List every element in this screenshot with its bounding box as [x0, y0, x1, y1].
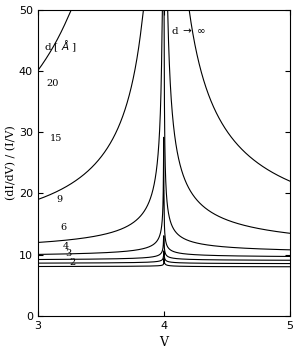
Text: 9: 9: [57, 195, 63, 204]
Text: 20: 20: [46, 78, 59, 88]
Y-axis label: (dI/dV) / (I/V): (dI/dV) / (I/V): [6, 125, 16, 200]
X-axis label: V: V: [159, 337, 168, 349]
Text: d $\rightarrow$ $\infty$: d $\rightarrow$ $\infty$: [171, 25, 207, 36]
Text: 6: 6: [60, 223, 66, 232]
Text: 3: 3: [65, 249, 72, 258]
Text: d [ $\AA$ ]: d [ $\AA$ ]: [44, 39, 77, 54]
Text: 4: 4: [63, 242, 69, 251]
Text: 2: 2: [69, 258, 75, 267]
Text: 15: 15: [50, 134, 62, 143]
